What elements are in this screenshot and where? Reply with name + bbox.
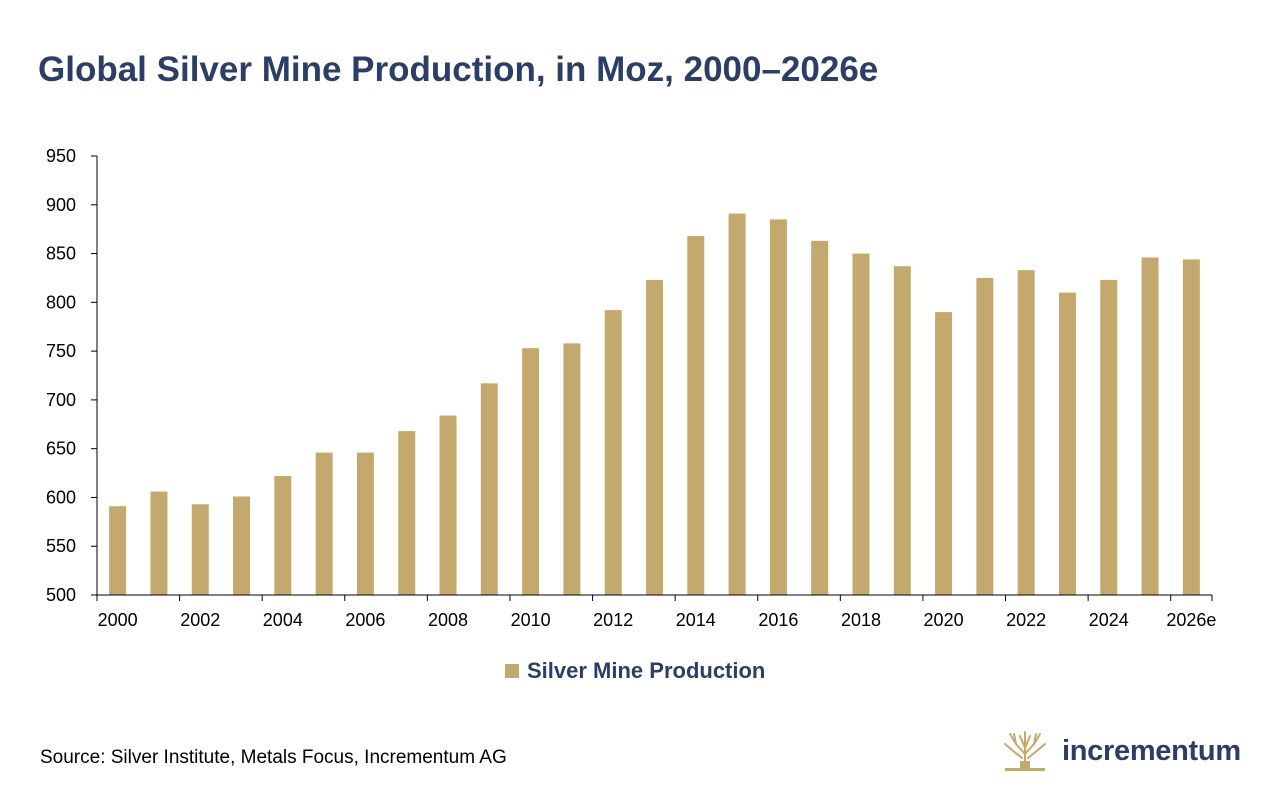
y-tick-label: 750 — [46, 341, 76, 361]
y-tick-label: 900 — [46, 195, 76, 215]
x-tick-label: 2016 — [758, 610, 798, 630]
legend-swatch — [505, 664, 519, 678]
bar — [687, 235, 705, 596]
bar — [315, 452, 333, 595]
bar — [976, 277, 994, 595]
bar — [191, 504, 209, 595]
x-tick-label: 2002 — [180, 610, 220, 630]
y-tick-label: 650 — [46, 439, 76, 459]
x-tick-label: 2008 — [428, 610, 468, 630]
bar — [769, 219, 787, 595]
x-tick-label: 2026e — [1166, 610, 1216, 630]
x-tick-label: 2014 — [676, 610, 716, 630]
bar — [893, 266, 911, 595]
x-tick-label: 2012 — [593, 610, 633, 630]
bar — [604, 310, 622, 595]
brand-logo: incrementum — [1002, 728, 1241, 774]
bar — [233, 496, 251, 595]
y-tick-label: 850 — [46, 244, 76, 264]
x-tick-label: 2020 — [924, 610, 964, 630]
chart-title: Global Silver Mine Production, in Moz, 2… — [38, 50, 879, 89]
bar — [1182, 259, 1200, 595]
y-tick-label: 700 — [46, 390, 76, 410]
bar — [274, 475, 292, 595]
bar — [852, 253, 870, 596]
brand-name: incrementum — [1062, 734, 1241, 767]
y-tick-label: 500 — [46, 585, 76, 605]
x-tick-label: 2024 — [1089, 610, 1129, 630]
bar — [398, 431, 416, 595]
tree-logo-icon — [1004, 731, 1046, 771]
x-tick-label: 2010 — [511, 610, 551, 630]
legend: Silver Mine Production — [505, 658, 765, 684]
y-tick-label: 550 — [46, 536, 76, 556]
y-tick-label: 600 — [46, 487, 76, 507]
bar — [109, 506, 127, 595]
bar — [150, 491, 168, 595]
bar — [522, 348, 540, 595]
bar — [1141, 257, 1159, 595]
bar — [1058, 292, 1076, 595]
x-tick-label: 2018 — [841, 610, 881, 630]
x-tick-label: 2004 — [263, 610, 303, 630]
y-tick-label: 800 — [46, 292, 76, 312]
x-tick-label: 2006 — [345, 610, 385, 630]
bar — [480, 383, 498, 595]
x-tick-label: 2000 — [98, 610, 138, 630]
bar — [356, 452, 374, 595]
bar — [728, 213, 746, 595]
bar — [935, 312, 953, 595]
bar — [811, 240, 829, 595]
bar — [646, 279, 663, 595]
bar — [1017, 270, 1035, 595]
bar — [1100, 279, 1118, 595]
y-tick-label: 950 — [46, 146, 76, 166]
x-tick-label: 2022 — [1006, 610, 1046, 630]
bar — [439, 415, 457, 595]
source-note: Source: Silver Institute, Metals Focus, … — [40, 747, 507, 768]
legend-label: Silver Mine Production — [527, 658, 766, 683]
bar — [563, 343, 581, 595]
